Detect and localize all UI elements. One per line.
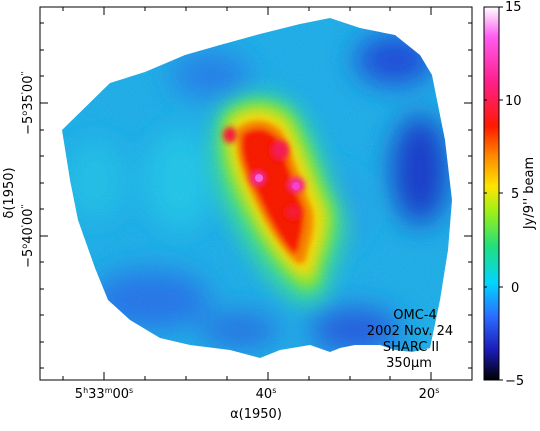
colorbar-tick-label-3: 0 (511, 281, 519, 296)
annotation-line-date: 2002 Nov. 24 (367, 324, 453, 339)
x-tick-label-0: 5h33m00s (75, 386, 133, 402)
colorbar-tick-label-0: 15 (505, 0, 522, 15)
x-tick-label-1: 40s (256, 386, 277, 402)
y-tick-label-0: −5o35'00'' (20, 71, 36, 135)
x-tick-labels: 5h33m00s 40s 20s (75, 386, 440, 402)
axis-ticks (40, 7, 472, 380)
annotation-line-instrument: SHARC II (383, 340, 439, 355)
x-axis-label: α(1950) (230, 407, 282, 422)
annotation: OMC-4 2002 Nov. 24 SHARC II 350μm (367, 308, 453, 371)
colorbar-label: Jy/9'' beam (522, 157, 537, 230)
plot-frame (39, 6, 473, 381)
x-tick-label-2: 20s (419, 386, 440, 402)
y-tick-label-1: −5o40'00'' (20, 204, 36, 268)
y-axis-label: δ(1950) (2, 167, 17, 218)
colorbar-tick-label-4: −5 (505, 374, 524, 389)
annotation-line-object: OMC-4 (393, 308, 437, 323)
colorbar-tick-label-1: 10 (505, 94, 522, 109)
intensity-map (62, 18, 452, 358)
colorbar: 15 10 5 0 −5 Jy/9'' beam (483, 0, 537, 389)
annotation-line-wavelength: 350μm (386, 356, 432, 371)
colorbar-tick-label-2: 5 (511, 187, 519, 202)
